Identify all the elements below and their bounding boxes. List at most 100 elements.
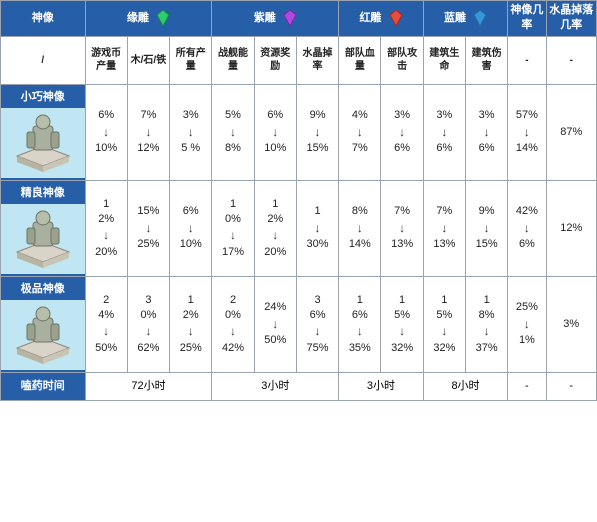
stat-value: 2 (103, 294, 109, 306)
stat-cell: 3%↓5 % (170, 84, 212, 180)
stat-value: 42% (222, 342, 244, 354)
header-green: 缘雕 (85, 1, 212, 37)
stat-value: 14% (349, 238, 371, 250)
stat-value: 1 (399, 294, 405, 306)
range-arrow-icon: ↓ (399, 221, 405, 235)
stat-cell: 36%↓75% (296, 276, 338, 372)
time-red: 3小时 (339, 372, 424, 400)
stat-cell: 12% (546, 180, 596, 276)
stat-cell: 12%↓20% (85, 180, 127, 276)
stat-cell: 9% ↓ 15% (466, 180, 508, 276)
range-arrow-icon: ↓ (441, 125, 447, 139)
statue-row: 精良神像12%↓20%15%↓25%6%↓10%10%↓17%12%↓20%1↓… (1, 180, 597, 276)
stat-value: 7% (140, 109, 156, 121)
sub-dash2: - (546, 36, 596, 84)
range-arrow-icon: ↓ (188, 324, 194, 338)
range-arrow-icon: ↓ (399, 125, 405, 139)
stat-cell: 6%↓10% (85, 84, 127, 180)
stat-cell: 6%↓10% (254, 84, 296, 180)
time-purple: 3小时 (212, 372, 339, 400)
stat-value: 37% (476, 342, 498, 354)
header-blue: 蓝雕 (423, 1, 508, 37)
stat-value: 15% (137, 205, 159, 217)
range-arrow-icon: ↓ (399, 324, 405, 338)
range-arrow-icon: ↓ (272, 228, 278, 242)
sub-c6: 水晶掉率 (296, 36, 338, 84)
range-arrow-icon: ↓ (315, 324, 321, 338)
stat-cell: 87% (546, 84, 596, 180)
stat-value: 9% (479, 205, 495, 217)
stat-value: 12% (560, 222, 582, 234)
stat-value: 20% (264, 246, 286, 258)
stat-value: 6% (98, 109, 114, 121)
header-purple: 紫雕 (212, 1, 339, 37)
stat-value: 14% (516, 142, 538, 154)
stat-value: 7% (436, 205, 452, 217)
statue-row-label: 精良神像 (1, 180, 86, 276)
stat-value: 3% (183, 109, 199, 121)
stat-value: 10% (264, 142, 286, 154)
stat-cell: 7%↓12% (127, 84, 169, 180)
range-arrow-icon: ↓ (357, 221, 363, 235)
range-arrow-icon: ↓ (484, 125, 490, 139)
stat-value: 15% (476, 238, 498, 250)
stat-cell: 1↓30% (296, 180, 338, 276)
stat-value: 9% (310, 109, 326, 121)
header-row-main: 神像 缘雕 紫雕 红雕 蓝雕 神像几率 水晶掉落几率 (1, 1, 597, 37)
stat-cell: 24%↓50% (254, 276, 296, 372)
time-label: 嗑药时间 (1, 372, 86, 400)
stat-value: 8% (479, 309, 495, 321)
stat-value: 3 (314, 294, 320, 306)
time-row: 嗑药时间 72小时 3小时 3小时 8小时 - - (1, 372, 597, 400)
range-arrow-icon: ↓ (357, 324, 363, 338)
stat-cell: 25%↓1% (508, 276, 546, 372)
stat-value: 6% (352, 309, 368, 321)
stat-value: 87% (560, 126, 582, 138)
range-arrow-icon: ↓ (484, 221, 490, 235)
range-arrow-icon: ↓ (103, 125, 109, 139)
range-arrow-icon: ↓ (230, 125, 236, 139)
statue-icon (1, 204, 85, 274)
stat-value: 1 (314, 205, 320, 217)
stat-value: 24% (264, 301, 286, 313)
stat-cell: 7% ↓ 13% (381, 180, 423, 276)
stat-value: 42% (516, 205, 538, 217)
stat-value: 1 (357, 294, 363, 306)
statue-row-label: 极品神像 (1, 276, 86, 372)
stat-value: 8% (225, 142, 241, 154)
stat-cell: 3%↓6% (423, 84, 465, 180)
stat-value: 1% (519, 334, 535, 346)
range-arrow-icon: ↓ (145, 221, 151, 235)
data-body: 小巧神像6%↓10%7%↓12%3%↓5 %5%↓8%6%↓10%9%↓15%4… (1, 84, 597, 372)
range-arrow-icon: ↓ (103, 228, 109, 242)
header-prob-label: 神像几率 (510, 4, 543, 31)
stat-cell: 9%↓15% (296, 84, 338, 180)
stat-cell: 24%↓50% (85, 276, 127, 372)
sub-c9: 建筑生命 (423, 36, 465, 84)
stat-value: 50% (95, 342, 117, 354)
sub-c5: 资源奖励 (254, 36, 296, 84)
range-arrow-icon: ↓ (188, 125, 194, 139)
range-arrow-icon: ↓ (230, 324, 236, 338)
stat-value: 5% (436, 309, 452, 321)
header-red: 红雕 (339, 1, 424, 37)
range-arrow-icon: ↓ (103, 324, 109, 338)
range-arrow-icon: ↓ (188, 221, 194, 235)
stat-value: 32% (433, 342, 455, 354)
sub-dash1: - (508, 36, 546, 84)
stat-value: 6% (183, 205, 199, 217)
stat-value: 6% (310, 309, 326, 321)
range-arrow-icon: ↓ (315, 221, 321, 235)
sub-c10: 建筑伤害 (466, 36, 508, 84)
sub-slash: / (1, 36, 86, 84)
time-dash1: - (508, 372, 546, 400)
stat-value: 50% (264, 334, 286, 346)
header-prob: 神像几率 (508, 1, 546, 37)
gem-green-icon (156, 9, 170, 27)
stat-value: 1 (272, 198, 278, 210)
range-arrow-icon: ↓ (145, 324, 151, 338)
stat-value: 5% (394, 309, 410, 321)
stat-value: 13% (391, 238, 413, 250)
header-purple-label: 紫雕 (254, 12, 276, 24)
stat-value: 7% (394, 205, 410, 217)
